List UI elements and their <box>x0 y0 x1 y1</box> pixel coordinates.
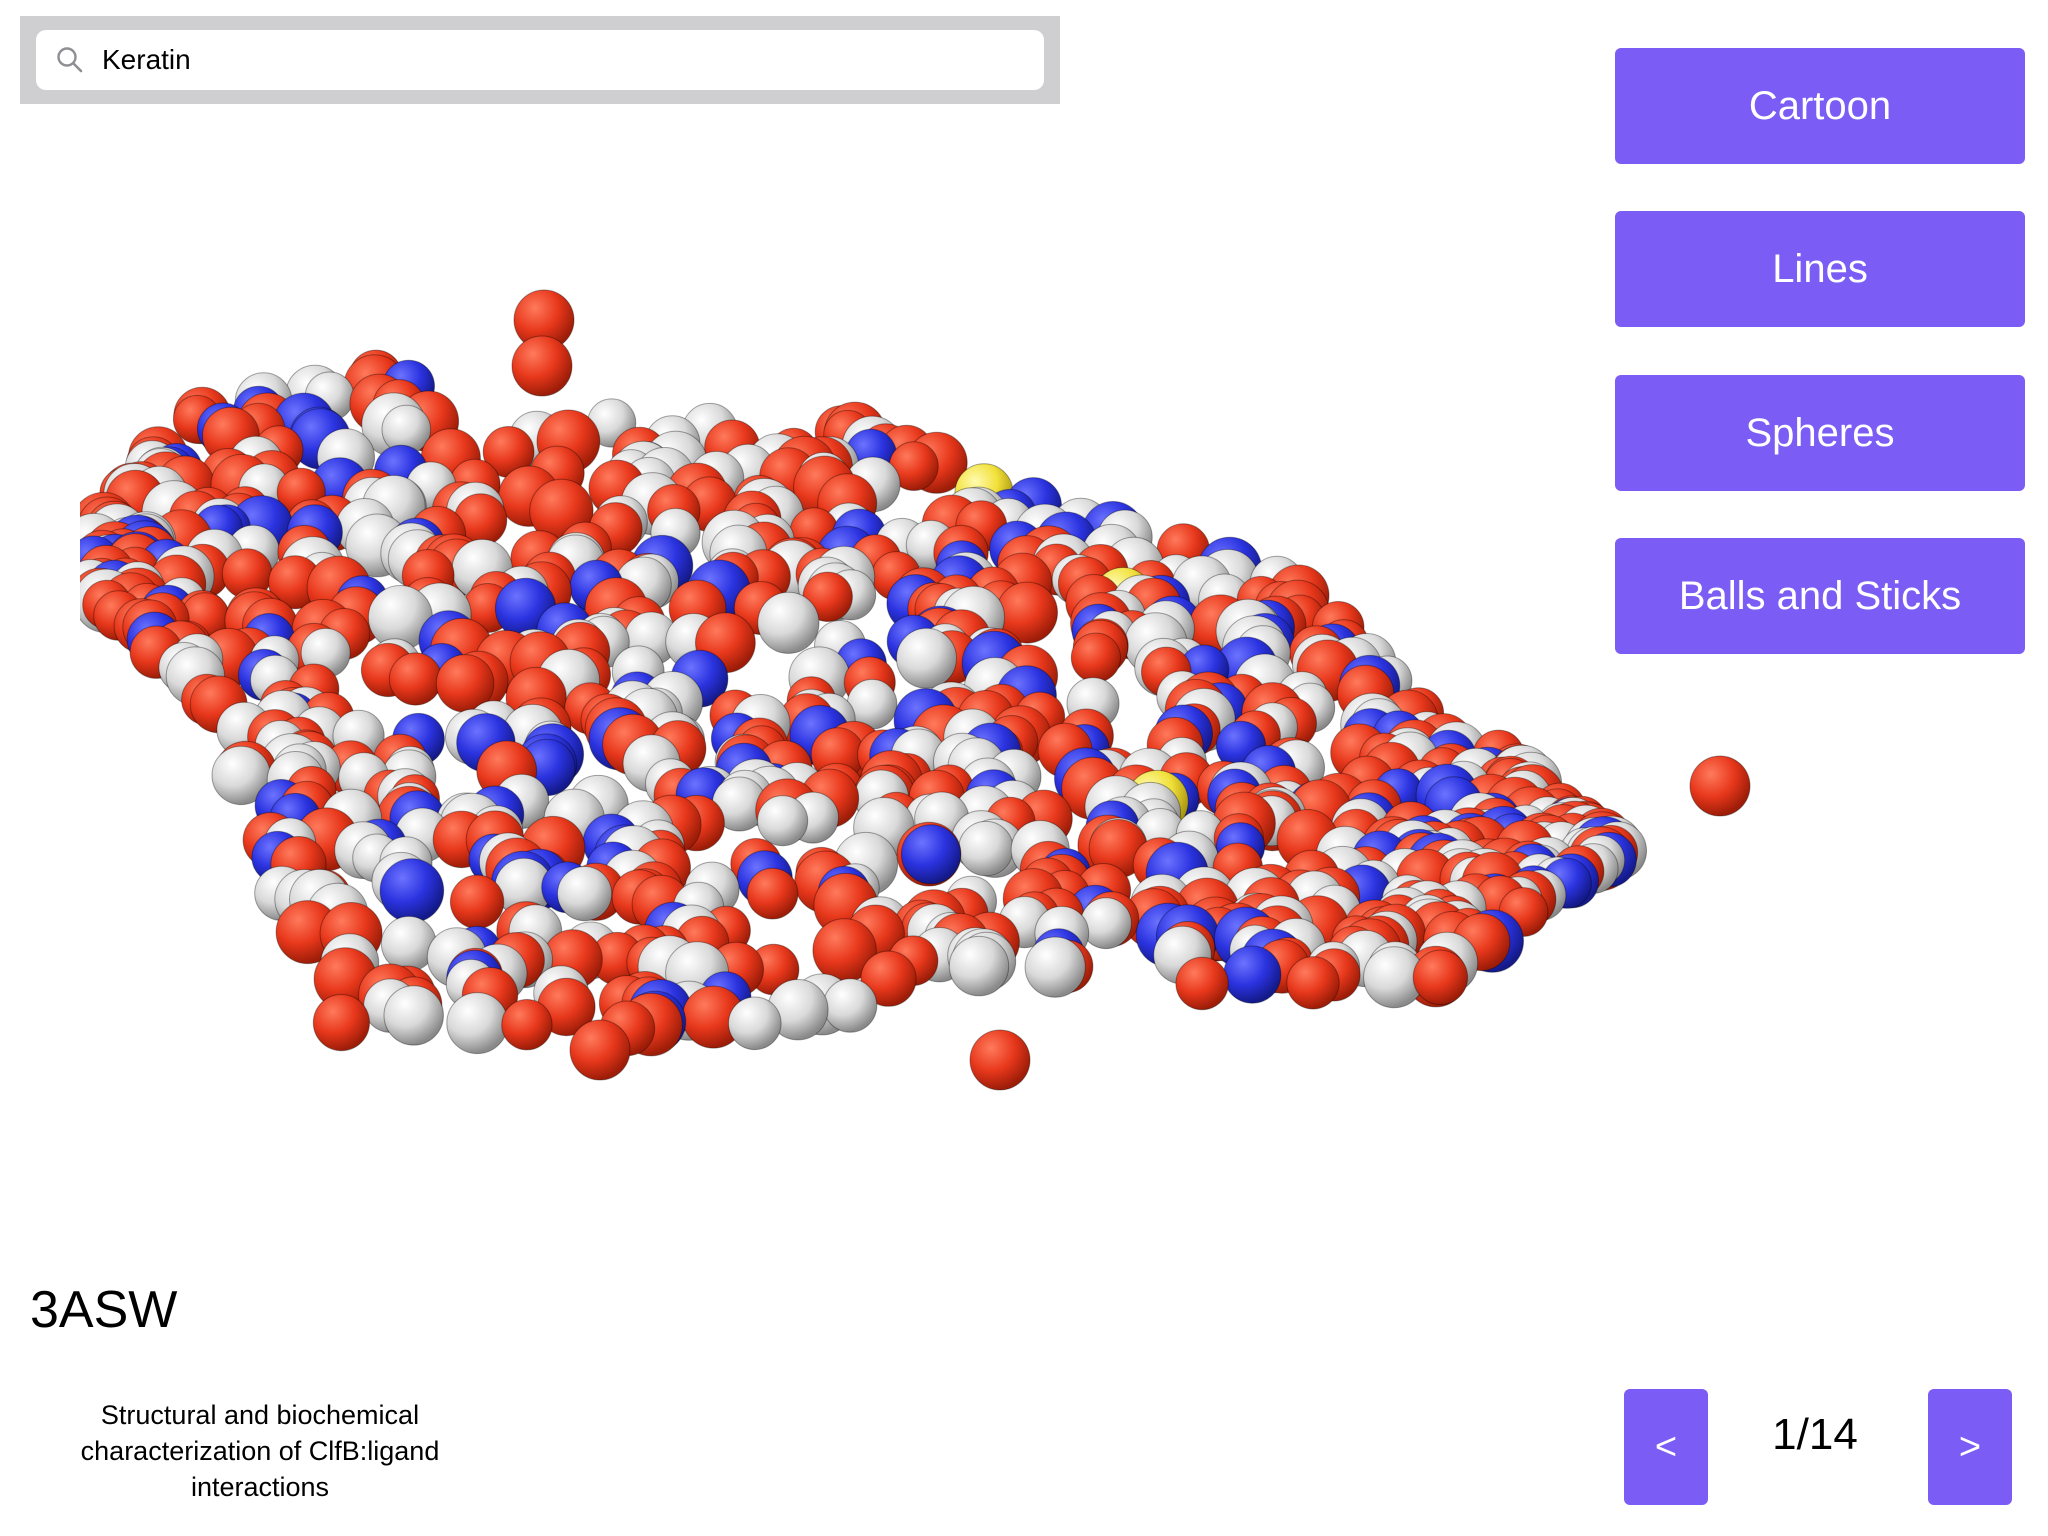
atom-sphere <box>388 652 443 706</box>
atom-sphere <box>1070 632 1122 683</box>
atom-sphere <box>1689 755 1751 817</box>
structure-description: Structural and biochemical characterizat… <box>80 1400 440 1502</box>
atom-sphere <box>822 978 878 1033</box>
atom-sphere <box>383 985 444 1046</box>
search-field[interactable] <box>36 30 1044 90</box>
page-indicator: 1/14 <box>1772 1410 1858 1459</box>
atom-sphere <box>1024 936 1086 998</box>
atom-sphere <box>969 1029 1031 1091</box>
cartoon-button[interactable]: Cartoon <box>1615 48 2025 164</box>
atom-sphere <box>900 824 962 885</box>
atom-spheres <box>80 289 1751 1091</box>
atom-sphere <box>958 820 1014 877</box>
balls-and-sticks-button[interactable]: Balls and Sticks <box>1615 538 2025 654</box>
atom-sphere <box>557 866 613 922</box>
search-bar <box>20 16 1060 104</box>
spheres-button[interactable]: Spheres <box>1615 375 2025 491</box>
atom-sphere <box>948 935 1010 997</box>
atom-sphere <box>501 999 553 1051</box>
previous-button[interactable]: < <box>1624 1389 1708 1505</box>
atom-sphere <box>1286 956 1340 1010</box>
atom-sphere <box>728 996 782 1051</box>
next-button[interactable]: > <box>1928 1389 2012 1505</box>
search-input[interactable] <box>100 34 1044 86</box>
lines-button[interactable]: Lines <box>1615 211 2025 327</box>
atom-sphere <box>569 1019 631 1081</box>
atom-sphere <box>1412 949 1469 1005</box>
atom-sphere <box>1080 897 1132 950</box>
molecule-viewer[interactable] <box>80 270 1800 1230</box>
search-icon <box>50 40 90 80</box>
atom-sphere <box>446 992 509 1055</box>
atom-sphere <box>1223 945 1282 1004</box>
atom-sphere <box>1175 956 1229 1011</box>
pdb-id-title: 3ASW <box>30 1281 178 1339</box>
atom-sphere <box>379 858 445 923</box>
atom-sphere <box>757 591 820 654</box>
atom-sphere <box>757 795 809 847</box>
atom-sphere <box>312 994 370 1052</box>
atom-sphere <box>860 950 917 1007</box>
atom-sphere <box>746 867 799 920</box>
atom-sphere <box>511 335 573 397</box>
atom-sphere <box>896 627 957 689</box>
atom-sphere <box>449 874 505 929</box>
